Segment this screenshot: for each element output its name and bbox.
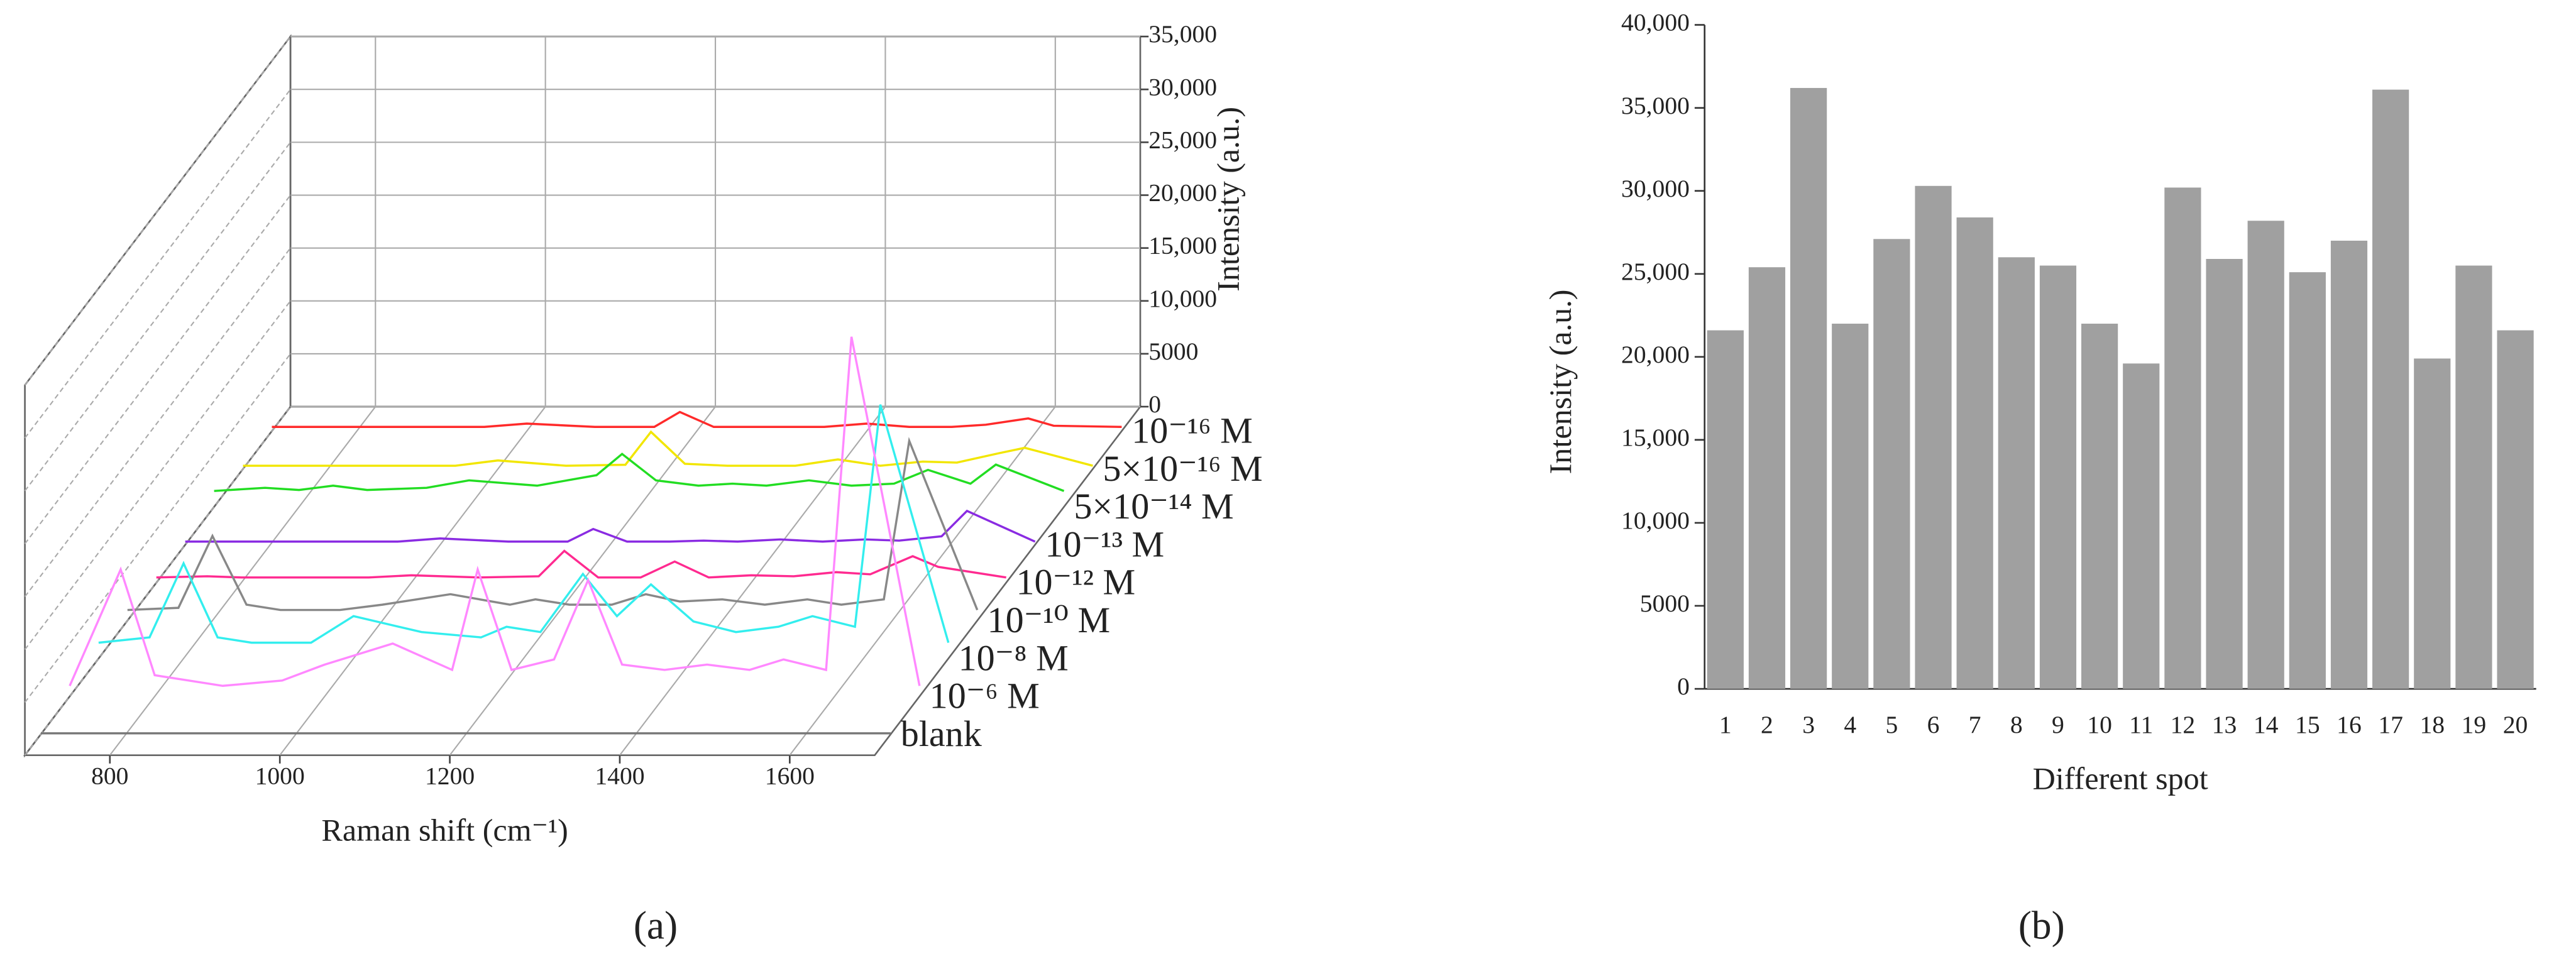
x-tick-label: 18 [2419, 711, 2445, 738]
grid-line [24, 300, 291, 650]
bar [2039, 265, 2077, 689]
panel-label: (b) [2018, 904, 2065, 948]
bar [2414, 358, 2451, 689]
grid-line [24, 141, 291, 491]
spectrum-line [243, 430, 1093, 467]
y-tick-label: 0 [1677, 672, 1690, 700]
x-tick-label: 9 [2052, 711, 2064, 738]
x-tick-label: 19 [2462, 711, 2487, 738]
bar [2247, 221, 2284, 689]
x-tick-label: 5 [1885, 711, 1898, 738]
x-axis-label: Raman shift (cm⁻¹) [321, 812, 568, 847]
x-tick-label: 2 [1761, 711, 1773, 738]
spectrum-line [156, 549, 1006, 579]
grid-line [24, 36, 291, 386]
x-tick-label: 17 [2378, 711, 2403, 738]
bar [1707, 330, 1744, 689]
series-label: 10⁻¹² M [1016, 562, 1135, 603]
bar [2164, 187, 2201, 689]
grid-line [109, 406, 377, 756]
bar [2372, 89, 2409, 689]
y-tick-label: 10,000 [1621, 507, 1690, 534]
spectrum-line [214, 453, 1065, 492]
series-label: 10⁻¹⁰ M [988, 600, 1111, 640]
x-tick-label: 1000 [255, 762, 305, 790]
series-label: 5×10⁻¹⁶ M [1103, 448, 1262, 489]
side-plane [24, 34, 292, 758]
y-tick-label: 35,000 [1148, 20, 1217, 48]
x-tick-label: 8 [2010, 711, 2023, 738]
y-tick-label: 40,000 [1621, 9, 1690, 36]
grid-line [24, 89, 291, 439]
grid-line [24, 353, 291, 703]
x-tick-label: 1600 [765, 762, 815, 790]
y-tick-label: 25,000 [1148, 126, 1217, 153]
y-tick-label: 20,000 [1148, 179, 1217, 207]
spectrum-line [98, 404, 950, 644]
x-tick-label: 10 [2087, 711, 2112, 738]
bar [2330, 240, 2368, 689]
x-tick-label: 12 [2171, 711, 2196, 738]
series-label: 10⁻¹⁶ M [1131, 410, 1253, 451]
y-tick-label: 30,000 [1148, 73, 1217, 101]
x-tick-label: 15 [2295, 711, 2320, 738]
spectrum-line [272, 410, 1122, 428]
series-label: 5×10⁻¹⁴ M [1074, 486, 1233, 527]
x-tick-label: 6 [1927, 711, 1940, 738]
bar [1915, 185, 1952, 689]
y-tick-label: 35,000 [1621, 92, 1690, 119]
x-tick-label: 11 [2129, 711, 2153, 738]
y-axis-label: Intensity (a.u.) [1211, 107, 1246, 292]
bar [1790, 87, 1827, 689]
grid-line [619, 406, 886, 756]
bar [1873, 239, 1910, 689]
x-tick-label: 4 [1844, 711, 1856, 738]
bar [2289, 272, 2326, 689]
y-tick-label: 25,000 [1621, 258, 1690, 285]
x-axis-label: Different spot [2033, 760, 2208, 796]
bar [2497, 330, 2534, 689]
grid-line [789, 406, 1056, 756]
spectrum-line [69, 336, 921, 688]
spectrum-line [127, 437, 979, 612]
x-tick-label: 16 [2337, 711, 2362, 738]
spectrum-line [185, 509, 1036, 543]
grid-line [24, 194, 291, 544]
y-tick-label: 0 [1148, 390, 1161, 418]
y-tick-label: 10,000 [1148, 285, 1217, 312]
y-tick-label: 20,000 [1621, 341, 1690, 368]
y-tick-label: 15,000 [1148, 232, 1217, 260]
x-tick-label: 3 [1802, 711, 1815, 738]
bar [2455, 265, 2492, 689]
bar [2123, 363, 2160, 689]
bar [1832, 324, 1869, 689]
grid-line [449, 406, 716, 756]
bar [1956, 217, 1993, 689]
x-tick-label: 7 [1969, 711, 1981, 738]
y-tick-label: 5000 [1640, 590, 1690, 617]
x-tick-label: 1 [1719, 711, 1732, 738]
y-tick-label: 30,000 [1621, 175, 1690, 202]
y-tick-label: 15,000 [1621, 424, 1690, 451]
x-tick-label: 13 [2212, 711, 2237, 738]
y-axis-label: Intensity (a.u.) [1543, 289, 1578, 474]
bar [1748, 267, 1786, 689]
grid-line [24, 248, 291, 597]
x-tick-label: 1200 [425, 762, 475, 790]
x-tick-label: 800 [91, 762, 128, 790]
grid-line [279, 406, 546, 756]
x-tick-label: 1400 [595, 762, 644, 790]
series-label: 10⁻¹³ M [1045, 524, 1164, 564]
x-tick-label: 14 [2254, 711, 2279, 738]
y-tick-label: 5000 [1148, 337, 1198, 365]
bar [2081, 324, 2118, 689]
bar [2206, 259, 2243, 689]
bar [1998, 257, 2035, 689]
x-tick-label: 20 [2503, 711, 2528, 738]
series-label: blank [901, 713, 983, 754]
panel-label: (a) [634, 904, 678, 948]
series-label: 10⁻⁶ M [930, 676, 1040, 716]
series-label: 10⁻⁸ M [959, 637, 1069, 678]
